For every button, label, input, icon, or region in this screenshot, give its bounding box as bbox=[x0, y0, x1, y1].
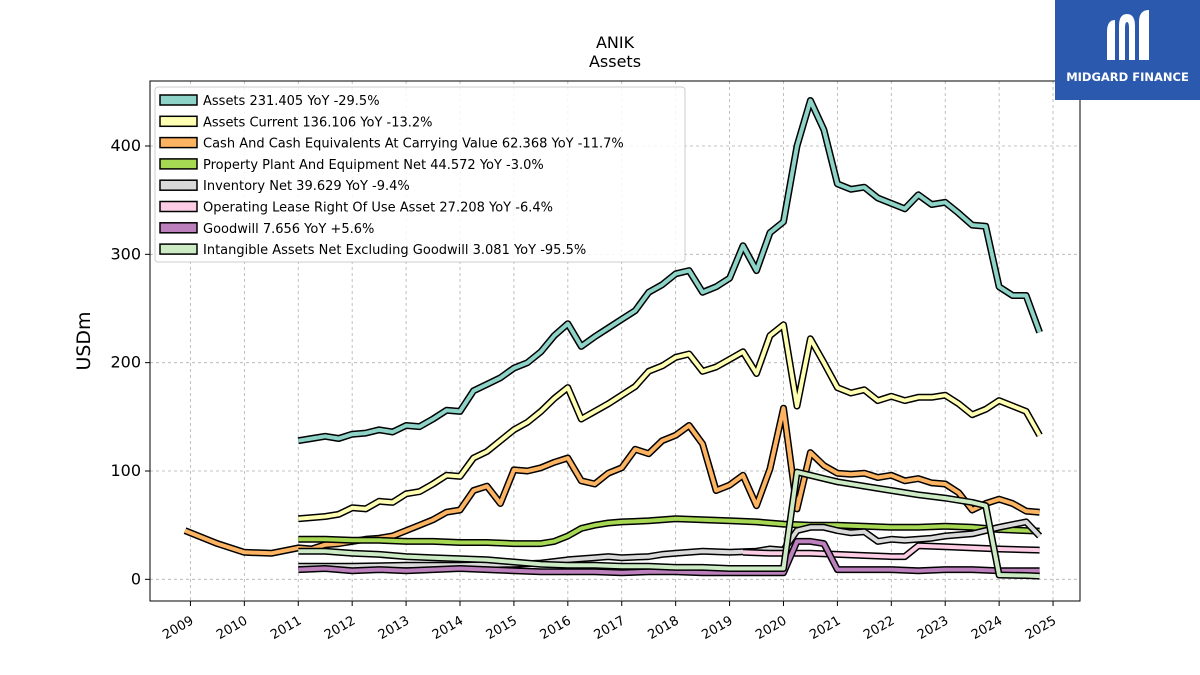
legend-item: Intangible Assets Net Excluding Goodwill… bbox=[159, 243, 586, 258]
x-tick-label: 2017 bbox=[592, 613, 628, 643]
brand-name: MIDGARD FINANCE bbox=[1066, 70, 1189, 84]
x-tick-label: 2010 bbox=[214, 613, 250, 643]
legend-item: Operating Lease Right Of Use Asset 27.20… bbox=[159, 200, 553, 216]
legend-label: Inventory Net 39.629 YoY -9.4% bbox=[203, 179, 410, 194]
series-line bbox=[298, 539, 1040, 575]
series-group bbox=[183, 97, 1043, 580]
x-tick-label: 2012 bbox=[322, 613, 358, 643]
legend-label: Assets Current 136.106 YoY -13.2% bbox=[203, 115, 433, 130]
x-tick-label: 2019 bbox=[699, 613, 735, 643]
x-tick-label: 2011 bbox=[268, 613, 304, 643]
y-tick-label: 300 bbox=[110, 244, 141, 263]
series-3 bbox=[183, 404, 1040, 557]
series-2 bbox=[298, 321, 1043, 523]
series-line bbox=[297, 98, 1042, 443]
legend-item: Cash And Cash Equivalents At Carrying Va… bbox=[159, 136, 624, 152]
series-line bbox=[298, 322, 1042, 521]
legend-item: Inventory Net 39.629 YoY -9.4% bbox=[159, 179, 410, 194]
legend-swatch bbox=[159, 115, 198, 128]
legend-item: Assets 231.405 YoY -29.5% bbox=[159, 94, 380, 109]
legend-swatch bbox=[159, 94, 198, 106]
x-tick-label: 2014 bbox=[430, 613, 466, 643]
series-line-outline bbox=[298, 321, 1043, 523]
x-tick-label: 2021 bbox=[807, 613, 843, 643]
series-line bbox=[298, 516, 1040, 546]
x-tick-label: 2025 bbox=[1023, 613, 1059, 643]
y-tick-label: 400 bbox=[110, 136, 141, 155]
legend-label: Cash And Cash Equivalents At Carrying Va… bbox=[203, 137, 624, 152]
x-tick-label: 2023 bbox=[915, 613, 951, 643]
legend-swatch bbox=[159, 179, 198, 191]
y-tick-label: 100 bbox=[110, 461, 141, 480]
legend-label: Goodwill 7.656 YoY +5.6% bbox=[203, 222, 374, 237]
legend-item: Goodwill 7.656 YoY +5.6% bbox=[159, 222, 374, 237]
y-axis: 0 100 200 300 400 bbox=[110, 136, 150, 588]
legend-swatch bbox=[159, 243, 198, 255]
legend-label: Operating Lease Right Of Use Asset 27.20… bbox=[203, 201, 553, 216]
x-tick-label: 2024 bbox=[969, 613, 1005, 643]
chart-title: ANIK bbox=[596, 33, 635, 52]
x-tick-label: 2020 bbox=[753, 613, 789, 643]
series-8 bbox=[298, 468, 1040, 580]
x-tick-label: 2022 bbox=[861, 613, 897, 643]
plot-frame bbox=[149, 80, 1081, 602]
series-1 bbox=[297, 97, 1043, 445]
series-4 bbox=[298, 515, 1040, 548]
legend: Assets 231.405 YoY -29.5% Assets Current … bbox=[154, 86, 686, 263]
x-tick-label: 2013 bbox=[376, 613, 412, 643]
x-tick-label: 2015 bbox=[484, 613, 520, 643]
legend-swatch bbox=[159, 200, 198, 213]
x-tick-label: 2016 bbox=[538, 613, 574, 643]
series-line bbox=[298, 470, 1040, 579]
midgard-m-logo-icon bbox=[1107, 10, 1149, 60]
series-line bbox=[184, 406, 1040, 556]
series-7 bbox=[298, 537, 1040, 577]
legend-swatch bbox=[159, 136, 198, 149]
x-tick-label: 2009 bbox=[160, 613, 196, 643]
y-tick-label: 200 bbox=[110, 353, 141, 372]
chart-subtitle: Assets bbox=[589, 52, 641, 71]
legend-label: Intangible Assets Net Excluding Goodwill… bbox=[203, 243, 586, 258]
legend-item: Assets Current 136.106 YoY -13.2% bbox=[159, 115, 433, 130]
x-tick-label: 2018 bbox=[645, 613, 681, 643]
x-axis: 2009 2010 2011 2012 2013 2014 2015 2016 2017 2018… bbox=[160, 601, 1059, 643]
legend-swatch bbox=[159, 222, 198, 234]
legend-item: Property Plant And Equipment Net 44.572 … bbox=[159, 158, 544, 173]
legend-swatch bbox=[159, 158, 198, 170]
y-tick-label: 0 bbox=[131, 569, 141, 588]
legend-label: Property Plant And Equipment Net 44.572 … bbox=[203, 158, 544, 173]
legend-label: Assets 231.405 YoY -29.5% bbox=[203, 94, 380, 109]
y-axis-label: USDm bbox=[73, 311, 95, 370]
brand-badge: MIDGARD FINANCE bbox=[1055, 0, 1200, 100]
legend-box bbox=[154, 86, 686, 263]
